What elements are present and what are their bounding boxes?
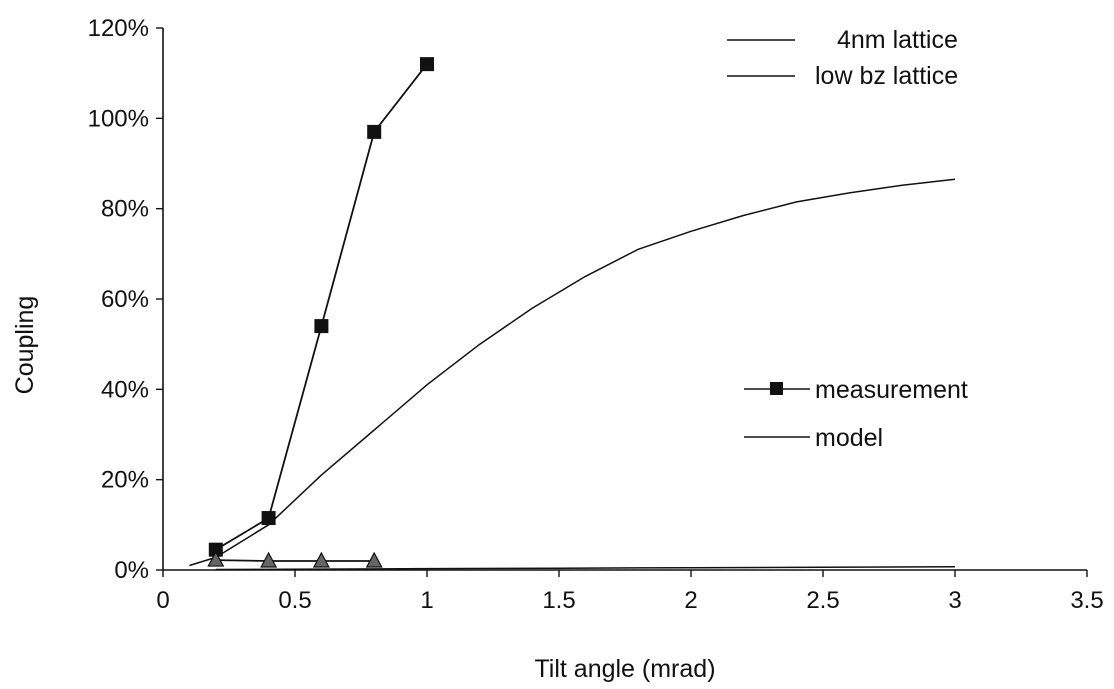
- series-line-model-4nm-lattice: [189, 178, 956, 567]
- y-tick-label: 20%: [101, 467, 149, 494]
- series-line-measurement-4nm-lattice: [215, 63, 428, 551]
- legend-label-low-bz-lattice: low bz lattice: [815, 62, 958, 90]
- x-axis-title: Tilt angle (mrad): [534, 655, 715, 683]
- data-point-square: [420, 57, 434, 72]
- x-tick-label: 3: [948, 587, 961, 614]
- y-tick-label: 60%: [101, 286, 149, 313]
- x-tick-label: 3.5: [1070, 587, 1103, 614]
- y-tick-label: 120%: [88, 15, 149, 42]
- x-tick-label: 0.5: [278, 587, 311, 614]
- data-point-square: [367, 124, 382, 139]
- legend-label-model: model: [815, 424, 883, 452]
- y-axis-title: Coupling: [11, 296, 39, 395]
- plot-area: 0% 20% 40% 60% 80% 100% 120% 0 0.5 1 1.5 2 2.5 3 3.5: [88, 15, 1104, 614]
- y-tick-label: 80%: [101, 196, 149, 223]
- data-point-triangle: [260, 551, 278, 568]
- data-point-square: [261, 511, 276, 526]
- data-point-triangle: [312, 551, 330, 568]
- legend-label-measurement: measurement: [815, 376, 968, 404]
- legend-label-4nm-lattice: 4nm lattice: [837, 26, 958, 54]
- x-tick-label: 1: [420, 587, 433, 614]
- legend-lattice: 4nm lattice low bz lattice: [727, 26, 958, 90]
- series-line-model-low-bz-lattice: [215, 566, 956, 571]
- x-tick-label: 1.5: [542, 587, 575, 614]
- series-line-measurement-low-bz-lattice: [215, 559, 375, 562]
- data-point-square: [208, 542, 223, 557]
- data-point-triangle: [365, 551, 383, 568]
- y-tick-label: 0%: [114, 557, 149, 584]
- data-point-triangle: [207, 550, 225, 567]
- y-tick-label: 40%: [101, 376, 149, 403]
- legend-square-marker: [770, 382, 783, 395]
- y-tick-label: 100%: [88, 105, 149, 132]
- x-tick-label: 2.5: [806, 587, 839, 614]
- data-point-square: [314, 319, 329, 334]
- x-tick-label: 2: [684, 587, 697, 614]
- x-tick-label: 0: [156, 587, 169, 614]
- legend-type: measurement model: [744, 376, 968, 452]
